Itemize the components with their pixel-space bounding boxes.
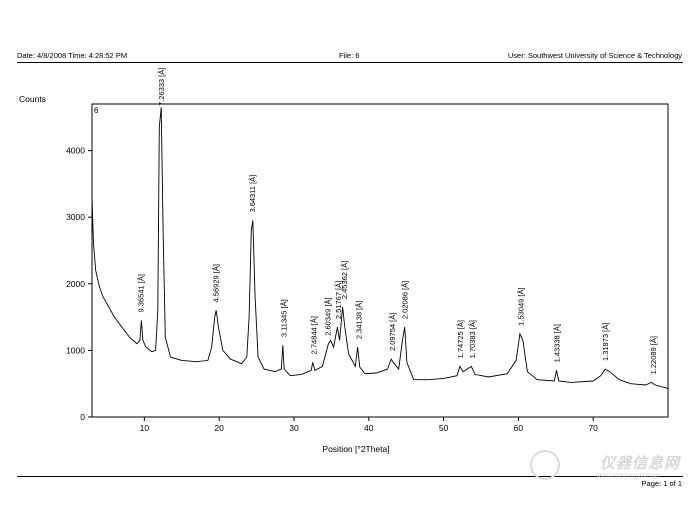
y-tick-label: 3000 [66,212,85,222]
peak-label: 2.02086 [Å] [401,281,410,319]
watermark-logo-icon [530,450,560,480]
plot-frame [91,103,669,418]
peak-label: 2.45362 [Å] [340,261,349,299]
peak-label: 4.56929 [Å] [211,264,220,302]
footer-divider [17,476,683,477]
diffraction-trace [91,107,669,389]
y-tick-label: 4000 [66,146,85,156]
peak-label: 3.11345 [Å] [280,299,289,337]
peak-label: 2.51767 [Å] [334,281,343,319]
peak-label: 1.43338 [Å] [553,324,562,362]
peak-label: 1.74725 [Å] [456,320,465,358]
peak-labels: 9.36541 [Å] 7.26333 [Å] 4.56929 [Å] 3.64311… [137,68,658,375]
x-tick-label: 20 [214,423,224,433]
header-divider [17,62,683,63]
peak-label: 3.64311 [Å] [248,175,257,213]
watermark-url: www.instrument.com.cn [596,473,660,479]
y-tick-label: 1000 [66,345,85,355]
peak-label: 7.26333 [Å] [157,68,166,106]
x-tick-label: 40 [364,423,374,433]
peak-label: 1.70383 [Å] [468,320,477,358]
header-user: User: Southwest University of Science & … [507,51,682,60]
header-date-time: Date: 4/8/2008 Time: 4:28:52 PM [17,51,128,60]
watermark-text: 仪器信息网 [599,455,680,472]
peak-label: 1.53049 [Å] [517,287,526,325]
x-tick-label: 60 [514,423,524,433]
peak-label: 1.31873 [Å] [601,323,610,361]
peak-label: 1.22089 [Å] [649,336,658,374]
x-tick-label: 10 [140,423,150,433]
axis-ticks: 10 20 30 40 50 60 70 0 1000 2000 3000 4000 [66,146,598,433]
peak-label: 2.34138 [Å] [354,301,363,339]
panel-label: 6 [94,106,99,115]
page-number: Page: 1 of 1 [641,479,682,488]
peak-label: 2.60349 [Å] [324,297,333,335]
x-axis-label: Position [°2Theta] [322,444,389,454]
y-tick-label: 0 [80,412,85,422]
peak-label: 9.36541 [Å] [137,274,146,312]
x-tick-label: 50 [439,423,449,433]
header-file: File: 6 [339,51,360,60]
x-tick-label: 30 [289,423,299,433]
y-tick-label: 2000 [66,279,85,289]
y-axis-label: Counts [19,94,46,104]
peak-label: 2.74844 [Å] [309,316,318,354]
x-tick-label: 70 [588,423,598,433]
peak-label: 2.09754 [Å] [388,313,397,351]
